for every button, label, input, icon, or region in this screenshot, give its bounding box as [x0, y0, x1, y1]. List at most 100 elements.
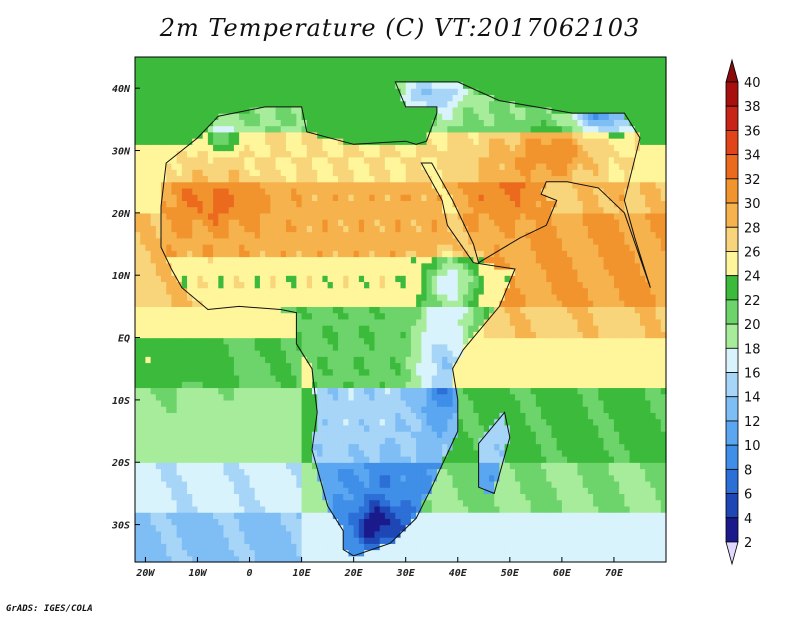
field-cell-767	[410, 512, 417, 519]
field-cell-180	[541, 549, 547, 557]
field-cell-1818	[572, 449, 579, 457]
field-cell-4503	[213, 281, 219, 289]
field-cell-331	[265, 537, 271, 544]
field-cell-1351	[265, 474, 271, 482]
field-cell-1586	[426, 462, 433, 470]
field-cell-2089	[390, 431, 396, 438]
field-cell-2747	[629, 393, 636, 401]
field-cell-1076	[426, 493, 433, 501]
field-cell-2001	[462, 437, 469, 445]
field-cell-2031	[619, 437, 625, 445]
field-cell-1058	[332, 493, 339, 501]
field-cell-825	[181, 505, 188, 513]
field-cell-2301	[431, 418, 438, 426]
field-cell-4436	[395, 287, 402, 295]
field-cell-2311	[483, 418, 490, 426]
field-cell-753	[338, 512, 344, 519]
field-cell-4314	[291, 293, 297, 301]
field-cell-3321	[431, 356, 438, 364]
field-cell-123	[244, 549, 251, 557]
field-cell-1839	[150, 443, 157, 451]
field-cell-1272	[384, 480, 391, 488]
field-cell-4717	[265, 268, 271, 276]
field-cell-3446	[551, 350, 558, 357]
field-cell-2886	[291, 381, 297, 389]
field-cell-4837	[358, 262, 365, 270]
field-cell-246	[353, 543, 360, 551]
field-cell-4395	[181, 287, 188, 295]
field-cell-2728	[530, 393, 537, 401]
field-cell-2467	[233, 406, 240, 413]
field-cell-2080	[343, 431, 350, 438]
field-cell-4207	[265, 300, 271, 307]
field-cell-4974	[541, 256, 547, 264]
field-cell-1348	[249, 474, 256, 482]
field-cell-2190	[384, 424, 391, 432]
field-cell-1327	[140, 474, 147, 482]
field-cell-2272	[280, 418, 287, 426]
field-cell-3510	[353, 343, 360, 351]
field-cell-1229	[161, 480, 167, 488]
field-cell-2857	[140, 381, 147, 389]
field-cell-868	[405, 505, 412, 513]
field-cell-1043	[254, 493, 261, 501]
field-cell-3678	[166, 331, 173, 339]
field-cell-1585	[421, 462, 428, 470]
field-cell-1100	[551, 493, 558, 501]
field-cell-2684	[301, 393, 308, 401]
field-cell-2780	[270, 387, 277, 395]
field-cell-3819	[369, 325, 376, 332]
field-cell-2438	[613, 412, 620, 420]
field-cell-739	[265, 512, 271, 519]
field-cell-3742	[499, 331, 506, 339]
field-cell-963	[369, 499, 376, 507]
field-cell-660	[384, 518, 391, 526]
field-cell-572	[457, 524, 464, 532]
field-cell-2426	[551, 412, 558, 420]
field-cell-2658	[166, 393, 173, 401]
field-cell-1166	[364, 487, 370, 495]
field-cell-701	[598, 518, 605, 526]
field-cell-3499	[296, 343, 303, 351]
field-cell-2654	[145, 393, 152, 401]
field-cell-3921	[369, 318, 376, 326]
field-cell-1844	[176, 443, 183, 451]
field-cell-2620	[499, 399, 506, 407]
field-cell-4990	[624, 256, 631, 264]
field-cell-3351	[587, 356, 594, 364]
field-cell-3399	[306, 350, 313, 357]
field-cell-1172	[395, 487, 402, 495]
field-cell-2554	[155, 399, 162, 407]
field-cell-2277	[306, 418, 313, 426]
field-cell-1068	[384, 493, 391, 501]
field-cell-4524	[322, 281, 329, 289]
field-cell-602	[613, 524, 620, 532]
field-cell-1218	[634, 487, 641, 495]
field-cell-2795	[348, 387, 355, 395]
field-cell-1554	[259, 462, 266, 470]
field-cell-2816	[457, 387, 464, 395]
field-cell-1167	[369, 487, 376, 495]
field-cell-4423	[327, 287, 334, 295]
field-cell-3477	[181, 343, 188, 351]
field-cell-4090	[187, 306, 193, 314]
field-cell-1581	[400, 462, 407, 470]
field-cell-4471	[577, 287, 584, 295]
field-cell-4654	[468, 275, 474, 283]
field-cell-3566	[645, 343, 651, 351]
field-cell-3956	[551, 318, 558, 326]
field-cell-4007	[285, 312, 292, 320]
field-cell-142	[343, 549, 350, 557]
field-cell-2362	[218, 412, 225, 420]
field-cell-4236	[416, 300, 422, 307]
field-cell-2321	[535, 418, 542, 426]
field-cell-1448	[239, 468, 245, 476]
field-cell-4532	[364, 281, 370, 289]
field-cell-3247	[577, 362, 584, 370]
field-cell-4243	[452, 300, 459, 307]
field-cell-996	[541, 499, 547, 507]
field-cell-3829	[421, 325, 428, 332]
field-cell-1266	[353, 480, 360, 488]
field-cell-308	[145, 537, 152, 544]
field-cell-2131	[608, 431, 615, 438]
